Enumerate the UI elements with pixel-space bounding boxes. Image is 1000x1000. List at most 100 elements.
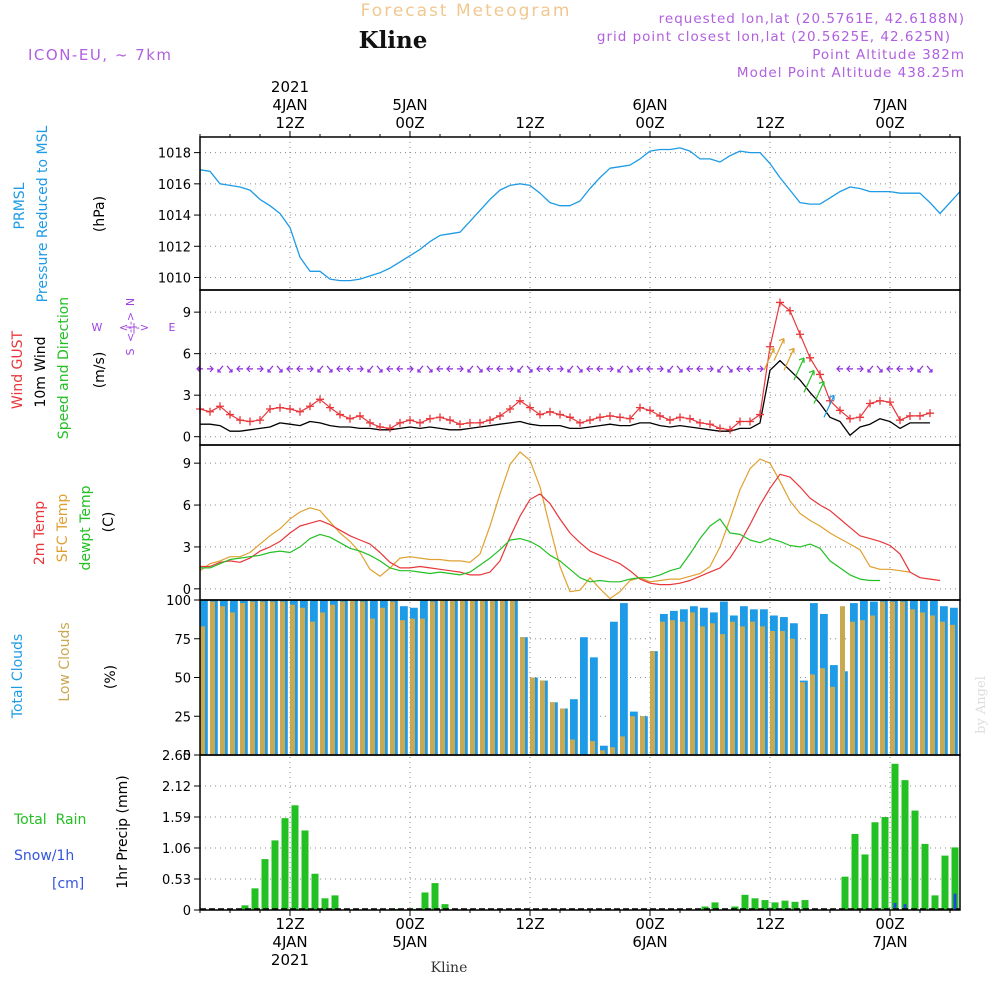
gust-marker — [206, 407, 214, 416]
low-cloud-bar — [350, 600, 355, 755]
watermark: by Angel — [974, 676, 989, 734]
wind-direction-arrow — [793, 357, 805, 381]
rain-bar — [321, 898, 329, 910]
low-cloud-bar — [830, 686, 835, 755]
y-tick-label: 0 — [183, 904, 191, 919]
wind-direction-arrow — [267, 365, 274, 373]
gust-marker — [406, 416, 414, 425]
rain-bar — [731, 906, 739, 910]
rain-bar — [751, 898, 759, 910]
low-cloud-bar — [250, 601, 255, 755]
axis-layer: 1010101210141016101803690369025507510000… — [158, 78, 951, 969]
wind-direction-arrow — [436, 365, 443, 373]
gust-marker — [686, 414, 694, 423]
low-cloud-bar — [910, 609, 915, 755]
wind-direction-arrow — [657, 365, 664, 373]
low-cloud-bar — [540, 680, 545, 755]
wind-direction-arrow — [367, 365, 374, 373]
bottom-time-label: 12Z — [755, 915, 784, 933]
rain-bar — [911, 810, 919, 910]
gust-marker — [256, 416, 264, 425]
low-cloud-bar — [840, 606, 845, 755]
gust-marker — [816, 370, 824, 379]
model-label: ICON-EU, ~ 7km — [28, 46, 173, 64]
gust-marker — [246, 417, 254, 426]
low-cloud-bar — [860, 620, 865, 755]
wind-direction-arrow — [783, 347, 795, 371]
gust-marker — [546, 407, 554, 416]
wind-direction-arrow — [896, 365, 903, 373]
rain-bar — [331, 895, 339, 910]
wind-direction-arrow — [346, 365, 353, 373]
wind-direction-arrow — [457, 365, 464, 373]
low-cloud-bar — [680, 621, 685, 755]
low-cloud-bar — [370, 618, 375, 755]
wind-direction-arrow — [546, 365, 553, 373]
rain-bar — [891, 763, 899, 910]
rain-bar — [791, 901, 799, 910]
wind-direction-arrow — [257, 365, 264, 373]
rain-bar — [251, 888, 259, 910]
bottom-time-label: 00Z — [875, 915, 904, 933]
rain-bar — [801, 900, 809, 910]
low-cloud-bar — [700, 626, 705, 755]
wind-unit: (m/s) — [92, 352, 108, 389]
gust-marker — [306, 402, 314, 411]
temp-label-sfc: SFC Temp — [55, 494, 71, 563]
wind-direction-arrow — [746, 365, 753, 373]
wind-direction-arrow — [667, 365, 674, 373]
low-cloud-bar — [280, 601, 285, 755]
gust-marker — [856, 413, 864, 422]
temp-unit: (C) — [101, 512, 117, 533]
compass-west: W — [92, 321, 103, 334]
y-tick-label: 2.65 — [162, 749, 191, 764]
temp-2m-line — [200, 473, 941, 586]
wind-direction-arrow — [646, 365, 653, 373]
wind-direction-arrow — [676, 365, 683, 373]
low-cloud-bar — [740, 626, 745, 755]
gust-marker — [646, 406, 654, 415]
low-cloud-bar — [950, 624, 955, 755]
top-time-label: 5JAN — [392, 96, 427, 114]
wind-direction-arrow — [207, 365, 214, 373]
wind-direction-arrow — [607, 365, 614, 373]
total-cloud-bar — [590, 657, 598, 755]
low-cloud-bar — [420, 618, 425, 755]
gust-marker — [706, 420, 714, 429]
gust-marker — [726, 425, 734, 434]
total-cloud-bar — [610, 621, 618, 755]
wind-direction-arrow — [276, 365, 283, 373]
panel-frame — [199, 754, 961, 911]
low-cloud-bar — [670, 620, 675, 755]
rain-bar — [851, 833, 859, 910]
low-cloud-bar — [590, 741, 595, 755]
wind-direction-arrow — [536, 365, 543, 373]
rain-bar — [441, 904, 449, 910]
gust-marker — [656, 411, 664, 420]
wind-direction-arrow — [386, 365, 393, 373]
gust-marker — [506, 405, 514, 414]
low-cloud-bar — [270, 601, 275, 755]
gust-marker — [526, 403, 534, 412]
chart-title: Forecast Meteogram — [361, 1, 572, 21]
gust-marker — [496, 411, 504, 420]
low-cloud-bar — [870, 615, 875, 755]
wind-direction-arrow — [763, 347, 775, 371]
wind-direction-arrow — [836, 365, 843, 373]
wind-speed-line — [200, 359, 930, 436]
wind-label-speed-dir: Speed and Direction — [56, 297, 72, 439]
wind-direction-arrow — [296, 365, 303, 373]
gust-marker — [216, 402, 224, 411]
requested-coords: requested lon,lat (20.5761E, 42.6188N) — [659, 11, 965, 27]
gust-marker — [486, 416, 494, 425]
gust-marker — [436, 413, 444, 422]
gust-line — [199, 301, 931, 431]
gust-marker — [346, 414, 354, 423]
wind-direction-arrow — [517, 365, 524, 373]
wind-direction-arrow — [857, 365, 864, 373]
rain-bar — [921, 843, 929, 910]
gust-marker — [616, 413, 624, 422]
bottom-time-label: 00Z — [635, 915, 664, 933]
low-cloud-bar — [790, 638, 795, 755]
